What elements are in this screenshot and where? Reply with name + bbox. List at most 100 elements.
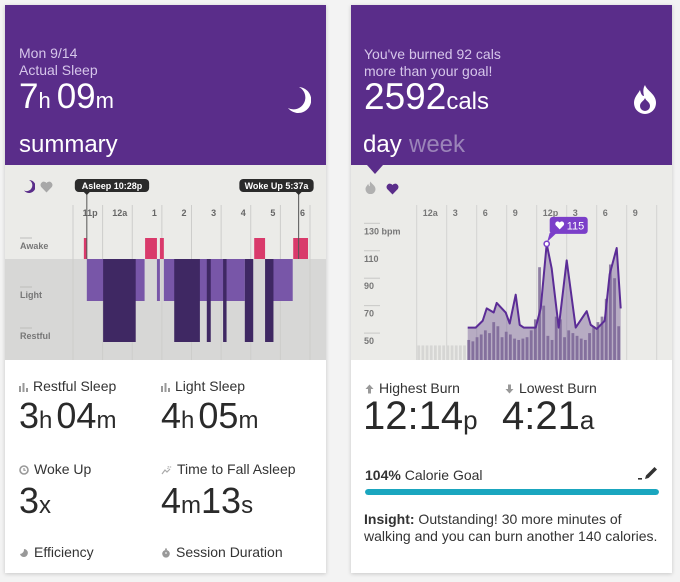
calorie-goal-percent: 104%: [365, 467, 401, 483]
stopwatch-icon: [162, 548, 170, 558]
calorie-bar: [429, 345, 433, 360]
calorie-bar: [417, 345, 421, 360]
stat-woke-up-value: 3x: [19, 480, 52, 521]
summary-title: summary: [19, 131, 118, 158]
calorie-goal-progress-fill: [365, 489, 659, 495]
stat-restful-sleep-label: Restful Sleep: [19, 378, 116, 395]
light-segment: [272, 259, 293, 301]
awake-segment: [293, 238, 309, 259]
calorie-bar: [571, 333, 575, 360]
calorie-bar: [592, 326, 596, 360]
sleep-toggle-heart-icon[interactable]: [40, 180, 53, 193]
calorie-bar: [471, 341, 475, 360]
calorie-bar: [433, 345, 437, 360]
calorie-goal-progress-bar: [365, 489, 659, 495]
calorie-bar: [467, 339, 471, 360]
stat-efficiency-label: Efficiency: [19, 544, 94, 561]
row-label-light: Light: [20, 290, 42, 300]
arrow-down-icon: [505, 384, 514, 394]
calorie-bar: [517, 339, 521, 360]
calorie-bar: [550, 339, 554, 360]
calorie-bar: [488, 333, 491, 360]
calorie-bar: [554, 316, 558, 360]
calories-toggle-flame-icon[interactable]: [365, 181, 376, 195]
hour-label: 6: [603, 208, 608, 218]
calorie-bar: [608, 264, 612, 360]
pencil-icon[interactable]: [637, 465, 659, 481]
sleep-header: Mon 9/14 Actual Sleep 7h 09m summary: [5, 5, 326, 165]
calories-header: You've burned 92 cals more than your goa…: [351, 5, 672, 165]
tooltip-tail: [547, 232, 557, 242]
hour-label: 12a: [423, 208, 439, 218]
calorie-bar: [563, 337, 566, 360]
restful-segment: [206, 259, 211, 342]
insight-text: Insight: Outstanding! 30 more minutes of…: [364, 511, 664, 545]
awake-segment: [159, 238, 164, 259]
hour-label: 12p: [543, 208, 559, 218]
calorie-bar: [575, 335, 579, 360]
heart-rate-line: [467, 242, 622, 330]
calorie-bar: [513, 338, 516, 360]
calorie-bar: [508, 334, 512, 360]
lowest-burn-label: Lowest Burn: [505, 380, 597, 397]
calorie-bar: [483, 330, 487, 360]
calories-card: You've burned 92 cals more than your goa…: [351, 5, 672, 573]
awake-segment: [254, 238, 266, 259]
calories-goal-line2: more than your goal!: [364, 63, 493, 79]
calorie-bar: [521, 338, 525, 360]
light-segment: [156, 259, 160, 301]
calories-toggle-heart-icon[interactable]: [386, 182, 399, 195]
sleep-stage-chart: 11p 12a 1 2 3 4 5 6 Awake Light Restful Asleep 10:2…: [5, 179, 326, 360]
hour-label: 12a: [112, 208, 128, 218]
active-tab-pointer: [367, 165, 383, 174]
calorie-bar: [567, 330, 571, 360]
bar-chart-icon: [19, 383, 28, 392]
alarm-icon: [19, 465, 29, 475]
calorie-bar: [617, 326, 621, 360]
row-label-awake: Awake: [20, 241, 48, 251]
highest-burn-value: 12:14p: [363, 394, 478, 438]
calorie-bar: [583, 339, 587, 360]
calories-unit: cals: [446, 88, 489, 115]
hour-label: 4: [241, 208, 246, 218]
calorie-bar: [579, 338, 583, 360]
restful-segment: [174, 259, 200, 342]
hour-label: 6: [483, 208, 488, 218]
tab-day[interactable]: day: [363, 131, 402, 158]
tooltip-box: [549, 216, 588, 234]
sleep-toggle-moon-icon[interactable]: [23, 179, 36, 193]
y-tick-label: 50: [364, 336, 374, 346]
calorie-bar: [558, 319, 562, 360]
hour-label: 3: [453, 208, 458, 218]
calorie-bar: [496, 326, 500, 360]
calorie-bar: [500, 337, 504, 360]
calorie-bar: [533, 319, 537, 360]
calorie-bar: [475, 337, 479, 360]
stat-session-duration-label: Session Duration: [161, 544, 283, 561]
sleep-date: Mon 9/14: [19, 45, 78, 61]
sleep-hours-unit: h: [38, 88, 51, 113]
calorie-bar: [596, 322, 600, 360]
tab-week[interactable]: week: [409, 131, 466, 158]
calorie-bar: [525, 337, 529, 360]
marker-pointer: [295, 192, 302, 195]
hour-label: 3: [573, 208, 578, 218]
marker-label: Woke Up 5:37a: [245, 181, 310, 191]
stat-light-sleep-label: Light Sleep: [161, 378, 245, 395]
calorie-bar: [442, 345, 446, 360]
row-label-restful: Restful: [20, 331, 51, 341]
sleep-card: Mon 9/14 Actual Sleep 7h 09m summary 11p 1…: [5, 5, 326, 573]
calorie-bar: [458, 345, 462, 360]
calorie-bar: [425, 345, 429, 360]
calorie-bar: [600, 316, 604, 360]
y-tick-label: 90: [364, 281, 374, 291]
stat-restful-sleep-value: 3h 04m: [19, 395, 117, 436]
calorie-bar: [479, 334, 483, 360]
moon-icon: [287, 86, 312, 114]
insight-body: Outstanding! 30 more minutes of walking …: [364, 511, 658, 544]
restful-segment: [244, 259, 254, 342]
calorie-bar: [463, 345, 466, 360]
calorie-bar: [421, 345, 425, 360]
calories-value: 2592: [364, 76, 447, 117]
arrow-up-icon: [365, 384, 374, 394]
